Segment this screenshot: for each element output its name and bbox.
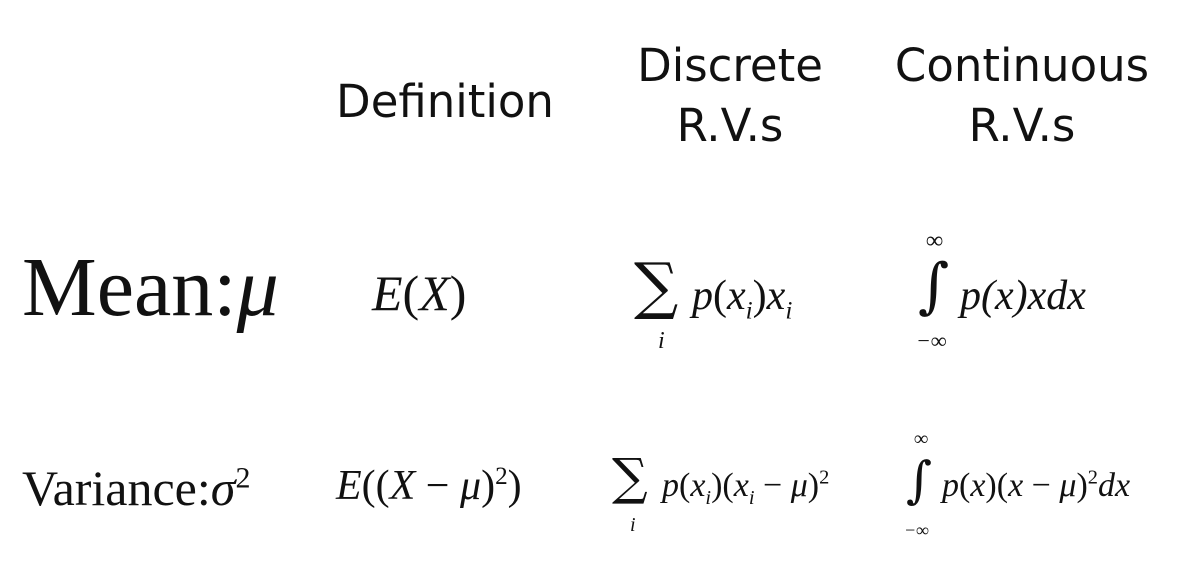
- header-continuous-line2: R.V.s: [968, 99, 1076, 152]
- header-discrete-line1: Discrete: [637, 39, 823, 92]
- variance-continuous-expr: p(x)(x − μ)2dx: [942, 466, 1131, 504]
- sigma-symbol: σ: [210, 460, 236, 516]
- header-definition: Definition: [300, 72, 590, 132]
- variance-discrete-expr: p(xi)(xi − μ)2: [662, 466, 830, 509]
- mean-def-x: X: [419, 265, 450, 321]
- header-discrete: Discrete R.V.s: [600, 36, 860, 156]
- mean-label: Mean:: [22, 241, 237, 334]
- mean-int-lower: −∞: [916, 328, 947, 353]
- mean-discrete: ∑ i p(xi)xi: [630, 246, 860, 366]
- mean-sum-index: i: [658, 328, 665, 354]
- variance-int-upper: ∞: [914, 428, 929, 450]
- mean-continuous: ∞ ∫ −∞ p(x)xdx: [912, 228, 1152, 358]
- variance-sum-index: i: [630, 514, 636, 536]
- mean-continuous-expr: p(x)xdx: [960, 273, 1086, 319]
- mean-discrete-expr: p(xi)xi: [692, 273, 793, 325]
- sum-icon: ∑: [634, 249, 679, 322]
- variance-discrete: ∑ i p(xi)(xi − μ)2: [608, 440, 888, 550]
- mean-int-upper: ∞: [926, 228, 944, 254]
- sum-icon: ∑: [612, 448, 648, 506]
- variance-definition: E((X − μ)2): [336, 463, 522, 509]
- variance-continuous: ∞ ∫ −∞ p(x)(x − μ)2dx: [900, 428, 1190, 548]
- mean-row-label: Mean:μ: [22, 238, 279, 338]
- variance-row-label: Variance:σ2: [22, 452, 250, 524]
- integral-icon: ∫: [906, 451, 933, 509]
- header-continuous-line1: Continuous: [894, 39, 1150, 92]
- mean-definition: E(X): [372, 258, 466, 328]
- integral-icon: ∫: [918, 251, 950, 321]
- variance-label: Variance:: [22, 460, 211, 516]
- mu-symbol: μ: [236, 241, 279, 334]
- header-continuous: Continuous R.V.s: [872, 36, 1172, 156]
- sigma-exponent: 2: [235, 461, 251, 495]
- variance-int-lower: −∞: [904, 520, 929, 540]
- header-definition-text: Definition: [336, 75, 554, 128]
- mean-def-fn: E: [372, 265, 403, 321]
- header-discrete-line2: R.V.s: [676, 99, 784, 152]
- mean-def-arg: (X): [402, 265, 467, 321]
